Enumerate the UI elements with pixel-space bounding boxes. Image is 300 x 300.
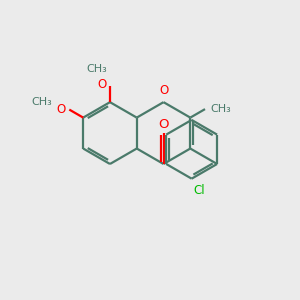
Text: O: O <box>98 78 107 91</box>
Text: O: O <box>159 84 168 97</box>
Text: Cl: Cl <box>193 184 205 197</box>
Text: O: O <box>56 103 66 116</box>
Text: O: O <box>158 118 169 131</box>
Text: CH₃: CH₃ <box>31 97 52 106</box>
Text: CH₃: CH₃ <box>86 64 107 74</box>
Text: CH₃: CH₃ <box>210 103 231 113</box>
